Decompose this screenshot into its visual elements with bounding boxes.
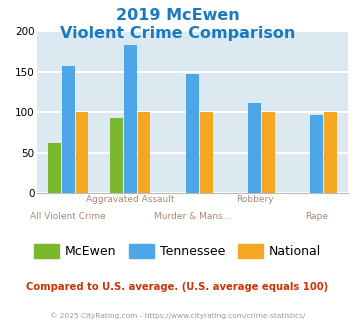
Bar bbox=[138, 112, 151, 193]
Text: Murder & Mans...: Murder & Mans... bbox=[154, 212, 231, 221]
Text: Compared to U.S. average. (U.S. average equals 100): Compared to U.S. average. (U.S. average … bbox=[26, 282, 329, 292]
Bar bbox=[186, 74, 199, 193]
Text: © 2025 CityRating.com - https://www.cityrating.com/crime-statistics/: © 2025 CityRating.com - https://www.city… bbox=[50, 312, 305, 318]
Bar bbox=[200, 112, 213, 193]
Text: Rape: Rape bbox=[305, 212, 328, 221]
Bar bbox=[48, 143, 61, 193]
Text: All Violent Crime: All Violent Crime bbox=[31, 212, 106, 221]
Text: Violent Crime Comparison: Violent Crime Comparison bbox=[60, 26, 295, 41]
Bar bbox=[124, 45, 137, 193]
Bar bbox=[324, 112, 337, 193]
Bar bbox=[262, 112, 275, 193]
Bar bbox=[311, 115, 323, 193]
Legend: McEwen, Tennessee, National: McEwen, Tennessee, National bbox=[28, 239, 327, 263]
Bar bbox=[110, 118, 123, 193]
Text: 2019 McEwen: 2019 McEwen bbox=[116, 8, 239, 23]
Bar bbox=[76, 112, 88, 193]
Text: Robbery: Robbery bbox=[236, 195, 273, 204]
Text: Aggravated Assault: Aggravated Assault bbox=[86, 195, 175, 204]
Bar bbox=[248, 103, 261, 193]
Bar bbox=[62, 66, 75, 193]
